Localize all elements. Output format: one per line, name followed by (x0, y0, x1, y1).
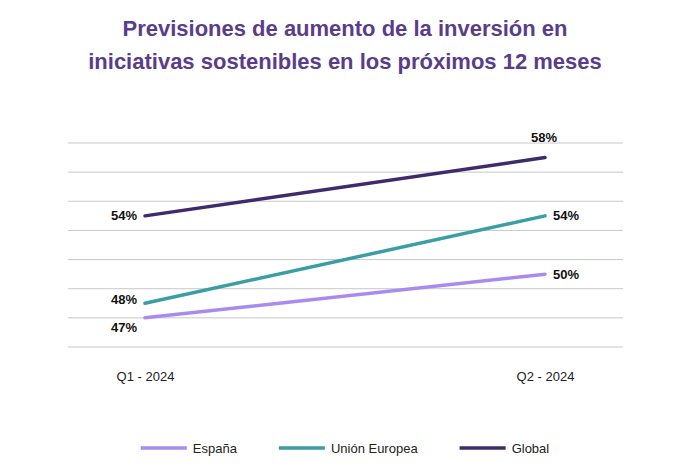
plot-area (145, 158, 545, 318)
data-label: 47% (111, 320, 137, 335)
data-label: 54% (553, 208, 579, 223)
data-labels: 47% 50% 48% 54% 54% 58% (111, 130, 579, 335)
legend-item: Unión Europea (279, 441, 418, 456)
legend-label: Global (512, 441, 550, 456)
legend: España Unión Europea Global (141, 441, 550, 456)
x-tick-label: Q1 - 2024 (117, 369, 175, 384)
grid-line (68, 347, 623, 348)
grid-line (68, 201, 623, 202)
data-label: 58% (531, 130, 557, 145)
title: Previsiones de aumento de la inversión e… (122, 16, 567, 41)
x-tick: Q2 - 2024 (517, 369, 575, 384)
series-line (145, 158, 545, 216)
legend-label: España (193, 441, 238, 456)
grid-line (68, 172, 623, 173)
legend-item: España (141, 441, 238, 456)
data-label: 50% (553, 267, 579, 282)
title: iniciativas sostenibles en los próximos … (88, 49, 602, 74)
x-axis: Q1 - 2024 Q2 - 2024 (117, 369, 575, 384)
data-label: 48% (111, 292, 137, 307)
legend-swatch (460, 446, 506, 450)
series-line (145, 274, 545, 318)
grid (68, 143, 623, 347)
grid-line (68, 288, 623, 289)
x-tick-label: Q2 - 2024 (517, 369, 575, 384)
data-label: 54% (111, 208, 137, 223)
x-tick: Q1 - 2024 (117, 369, 175, 384)
grid-line (68, 230, 623, 231)
title-group: Previsiones de aumento de la inversión e… (88, 16, 602, 74)
chart: Previsiones de aumento de la inversión e… (0, 0, 690, 472)
legend-swatch (141, 446, 187, 450)
series-line (145, 216, 545, 303)
legend-item: Global (460, 441, 550, 456)
legend-swatch (279, 446, 325, 450)
legend-label: Unión Europea (331, 441, 418, 456)
